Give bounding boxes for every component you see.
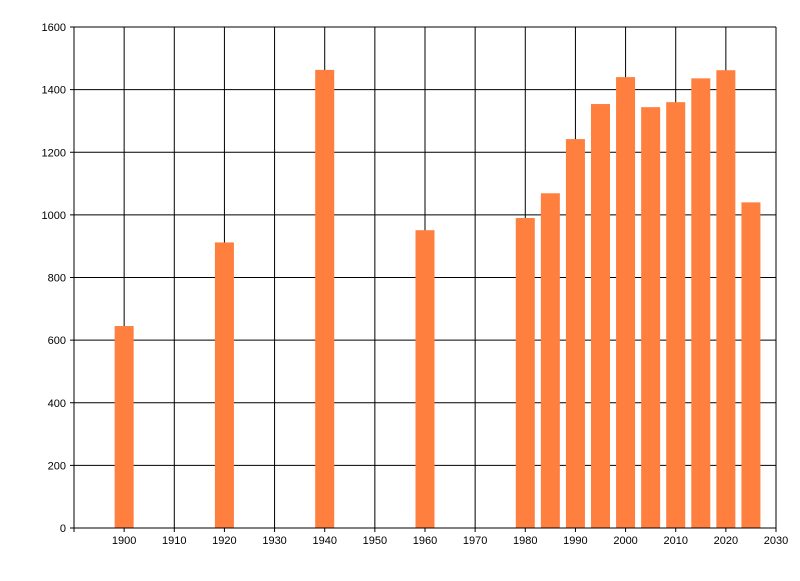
bar bbox=[666, 102, 686, 529]
y-tick-label: 400 bbox=[48, 398, 66, 410]
x-tick-label: 1930 bbox=[262, 535, 286, 547]
x-tick-label: 2030 bbox=[764, 535, 788, 547]
bar bbox=[641, 107, 661, 528]
bar bbox=[591, 104, 610, 528]
bar bbox=[616, 77, 636, 528]
bar bbox=[691, 78, 711, 528]
x-tick-label: 1990 bbox=[563, 535, 587, 547]
bar bbox=[515, 218, 535, 528]
y-tick-label: 600 bbox=[48, 335, 66, 347]
bar bbox=[415, 230, 435, 528]
bars bbox=[114, 69, 761, 529]
bar bbox=[214, 242, 234, 528]
x-tick-label: 1910 bbox=[162, 535, 186, 547]
y-tick-label: 1000 bbox=[42, 210, 66, 222]
x-tick-label: 1950 bbox=[363, 535, 387, 547]
bar bbox=[114, 326, 134, 528]
bar bbox=[540, 193, 560, 528]
bar bbox=[741, 202, 761, 528]
x-tick-label: 2010 bbox=[663, 535, 687, 547]
x-tick-label: 1970 bbox=[463, 535, 487, 547]
bar bbox=[315, 69, 335, 528]
x-tick-label: 2020 bbox=[714, 535, 738, 547]
y-tick-label: 0 bbox=[60, 523, 66, 535]
axes bbox=[70, 27, 776, 532]
x-tick-label: 1940 bbox=[312, 535, 336, 547]
x-tick-label: 1960 bbox=[413, 535, 437, 547]
y-tick-label: 1600 bbox=[42, 22, 66, 34]
x-tick-label: 1900 bbox=[112, 535, 136, 547]
y-axis-ticks: 0 200 400 600 800 1000 1200 1400 1600 bbox=[42, 22, 74, 535]
bar bbox=[716, 70, 736, 529]
x-tick-label: 2000 bbox=[613, 535, 637, 547]
x-tick-label: 1980 bbox=[513, 535, 537, 547]
y-tick-label: 800 bbox=[48, 273, 66, 285]
bar bbox=[565, 139, 585, 528]
x-tick-label: 1920 bbox=[212, 535, 236, 547]
y-tick-label: 1200 bbox=[42, 147, 66, 159]
y-tick-label: 1400 bbox=[42, 85, 66, 97]
x-axis-ticks: 1900 1910 1920 1930 1940 1950 1960 1970 1980 1990… bbox=[112, 528, 788, 547]
y-tick-label: 200 bbox=[48, 460, 66, 472]
